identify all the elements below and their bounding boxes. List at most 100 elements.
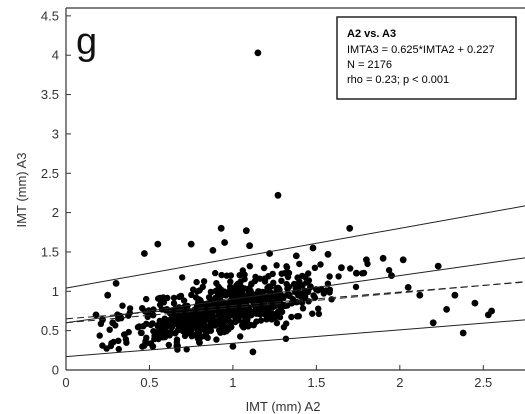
annotation-equation: IMTA3 = 0.625*IMTA2 + 0.227	[347, 44, 495, 56]
annotation-correlation: rho = 0.23; p < 0.001	[347, 74, 449, 86]
data-point	[269, 310, 276, 317]
data-point	[274, 191, 282, 199]
data-point	[199, 283, 206, 291]
data-point	[429, 319, 437, 327]
data-point	[207, 320, 215, 328]
annotation-frame	[336, 16, 517, 100]
x-tick-label: 0.5	[140, 375, 158, 390]
data-point	[180, 297, 188, 304]
data-point	[143, 295, 150, 303]
data-point	[149, 343, 157, 350]
y-axis-title: IMT (mm) A3	[14, 153, 29, 228]
data-point	[252, 273, 259, 281]
reference-line	[65, 319, 525, 358]
data-point	[346, 224, 354, 232]
data-point	[226, 322, 233, 329]
data-point	[180, 322, 187, 329]
data-point	[385, 267, 393, 274]
data-point	[217, 224, 225, 232]
data-point	[443, 306, 450, 313]
data-point	[227, 272, 235, 279]
data-point	[188, 291, 195, 299]
data-point	[284, 285, 291, 292]
data-point	[265, 273, 272, 280]
data-point	[278, 270, 285, 277]
data-point	[317, 261, 324, 268]
data-point	[173, 336, 181, 343]
data-point	[240, 324, 247, 331]
data-point	[154, 240, 162, 248]
data-point	[224, 311, 231, 318]
data-point	[294, 274, 301, 281]
data-point	[262, 308, 269, 315]
data-point	[213, 336, 220, 343]
data-point	[223, 290, 231, 297]
y-tick-label: 2	[52, 205, 59, 220]
data-point	[286, 292, 293, 299]
data-point	[209, 247, 217, 254]
data-point	[273, 319, 281, 327]
data-point	[347, 265, 354, 272]
data-point	[352, 283, 360, 291]
data-point	[191, 318, 199, 326]
data-point	[150, 312, 157, 319]
data-point	[172, 329, 179, 337]
reference-lines	[65, 205, 525, 358]
data-point	[172, 313, 179, 320]
data-point	[107, 342, 115, 350]
data-point	[303, 279, 310, 286]
data-point	[109, 319, 117, 327]
data-point	[119, 302, 126, 309]
reference-line	[65, 205, 525, 289]
data-point	[237, 333, 244, 340]
y-tick-label: 1	[52, 284, 59, 299]
data-point	[227, 278, 234, 285]
data-point	[179, 274, 186, 281]
data-point	[106, 326, 113, 333]
data-point	[273, 284, 280, 292]
y-tick-label: 0.5	[41, 323, 59, 338]
data-point	[315, 310, 323, 318]
data-point	[215, 283, 222, 291]
data-point	[298, 299, 306, 306]
data-point	[484, 311, 492, 319]
data-point	[156, 301, 164, 308]
data-point	[243, 304, 250, 311]
data-point	[164, 294, 171, 302]
data-point	[299, 305, 307, 312]
data-point	[99, 342, 106, 349]
data-point	[170, 300, 178, 307]
data-point	[174, 321, 181, 328]
data-point	[218, 271, 225, 279]
data-point	[416, 291, 424, 299]
annotation-title: A2 vs. A3	[347, 28, 396, 40]
data-point	[207, 289, 215, 296]
data-point	[388, 272, 395, 279]
data-point	[215, 320, 222, 328]
data-point	[273, 262, 280, 269]
y-tick-label: 4.5	[41, 8, 59, 23]
data-point	[295, 313, 302, 320]
data-point	[161, 315, 168, 322]
data-point	[115, 337, 122, 344]
data-point	[142, 338, 149, 345]
data-point	[138, 329, 145, 337]
data-point	[140, 323, 147, 330]
data-point	[315, 305, 322, 312]
data-point	[183, 327, 190, 335]
y-tick-label: 1.5	[41, 244, 59, 259]
data-point	[183, 346, 190, 353]
data-point	[96, 332, 103, 339]
data-point	[324, 250, 332, 258]
data-point	[104, 291, 112, 299]
data-point	[115, 345, 123, 353]
data-point	[221, 239, 229, 246]
x-tick-label: 0	[62, 375, 69, 390]
data-point	[278, 308, 286, 315]
data-point	[181, 332, 189, 340]
data-point	[239, 267, 246, 274]
data-point	[278, 277, 285, 284]
data-point	[193, 311, 200, 318]
data-point	[311, 294, 319, 301]
data-point	[459, 329, 467, 337]
